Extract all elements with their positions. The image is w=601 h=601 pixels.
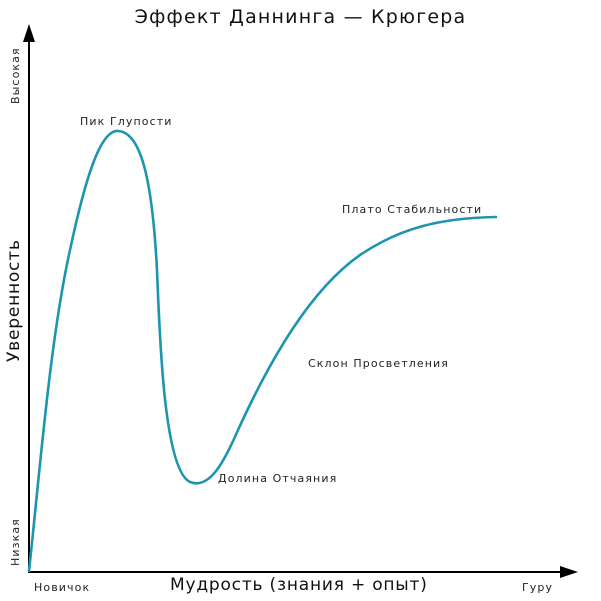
x-tick-guru: Гуру (522, 581, 554, 594)
annotation-peak: Пик Глупости (80, 115, 173, 128)
chart-title: Эффект Даннинга — Крюгера (134, 6, 467, 28)
y-axis-arrow-icon (23, 24, 35, 42)
y-axis-label: Уверенность (4, 239, 24, 362)
x-axis-label: Мудрость (знания + опыт) (170, 575, 428, 595)
annotation-valley: Долина Отчаяния (218, 472, 338, 485)
confidence-curve (27, 129, 498, 573)
annotation-plateau: Плато Стабильности (342, 203, 483, 216)
annotation-slope: Склон Просветления (308, 357, 450, 370)
x-tick-novice: Новичок (34, 581, 91, 594)
x-axis-arrow-icon (560, 566, 578, 578)
y-tick-low: Низкая (9, 518, 22, 566)
y-tick-high: Высокая (9, 47, 22, 104)
